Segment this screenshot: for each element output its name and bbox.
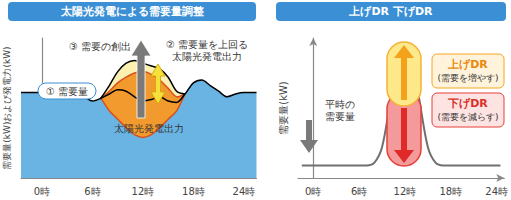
svg-text:(需要を増やす): (需要を増やす) — [437, 73, 498, 83]
svg-text:6時: 6時 — [351, 186, 367, 197]
svg-text:12時: 12時 — [132, 186, 155, 197]
svg-text:上げDR 下げDR: 上げDR 下げDR — [348, 5, 433, 18]
svg-text:需要量(kW): 需要量(kW) — [278, 81, 289, 135]
svg-text:② 需要量を上回る: ② 需要量を上回る — [166, 39, 248, 50]
svg-text:24時: 24時 — [485, 186, 508, 197]
svg-text:12時: 12時 — [394, 186, 417, 197]
svg-text:③ 需要の創出: ③ 需要の創出 — [69, 41, 131, 52]
svg-text:0時: 0時 — [34, 186, 50, 197]
svg-text:(需要を減らす): (需要を減らす) — [437, 112, 498, 122]
svg-text:24時: 24時 — [233, 186, 256, 197]
svg-text:18時: 18時 — [182, 186, 205, 197]
svg-text:平時の: 平時の — [325, 99, 355, 110]
svg-text:6時: 6時 — [84, 186, 100, 197]
svg-text:0時: 0時 — [305, 186, 321, 197]
svg-text:需要量: 需要量 — [325, 111, 355, 122]
svg-text:下げDR: 下げDR — [447, 97, 488, 110]
svg-text:18時: 18時 — [439, 186, 462, 197]
svg-text:太陽光発電出力: 太陽光発電出力 — [114, 123, 184, 134]
svg-text:太陽光発電出力: 太陽光発電出力 — [172, 51, 242, 62]
svg-text:① 需要量: ① 需要量 — [46, 86, 88, 97]
svg-text:需要量(kW)および発電力(kW): 需要量(kW)および発電力(kW) — [2, 46, 12, 169]
svg-text:太陽光発電による需要量調整: 太陽光発電による需要量調整 — [60, 5, 205, 18]
svg-text:上げDR: 上げDR — [447, 58, 488, 71]
